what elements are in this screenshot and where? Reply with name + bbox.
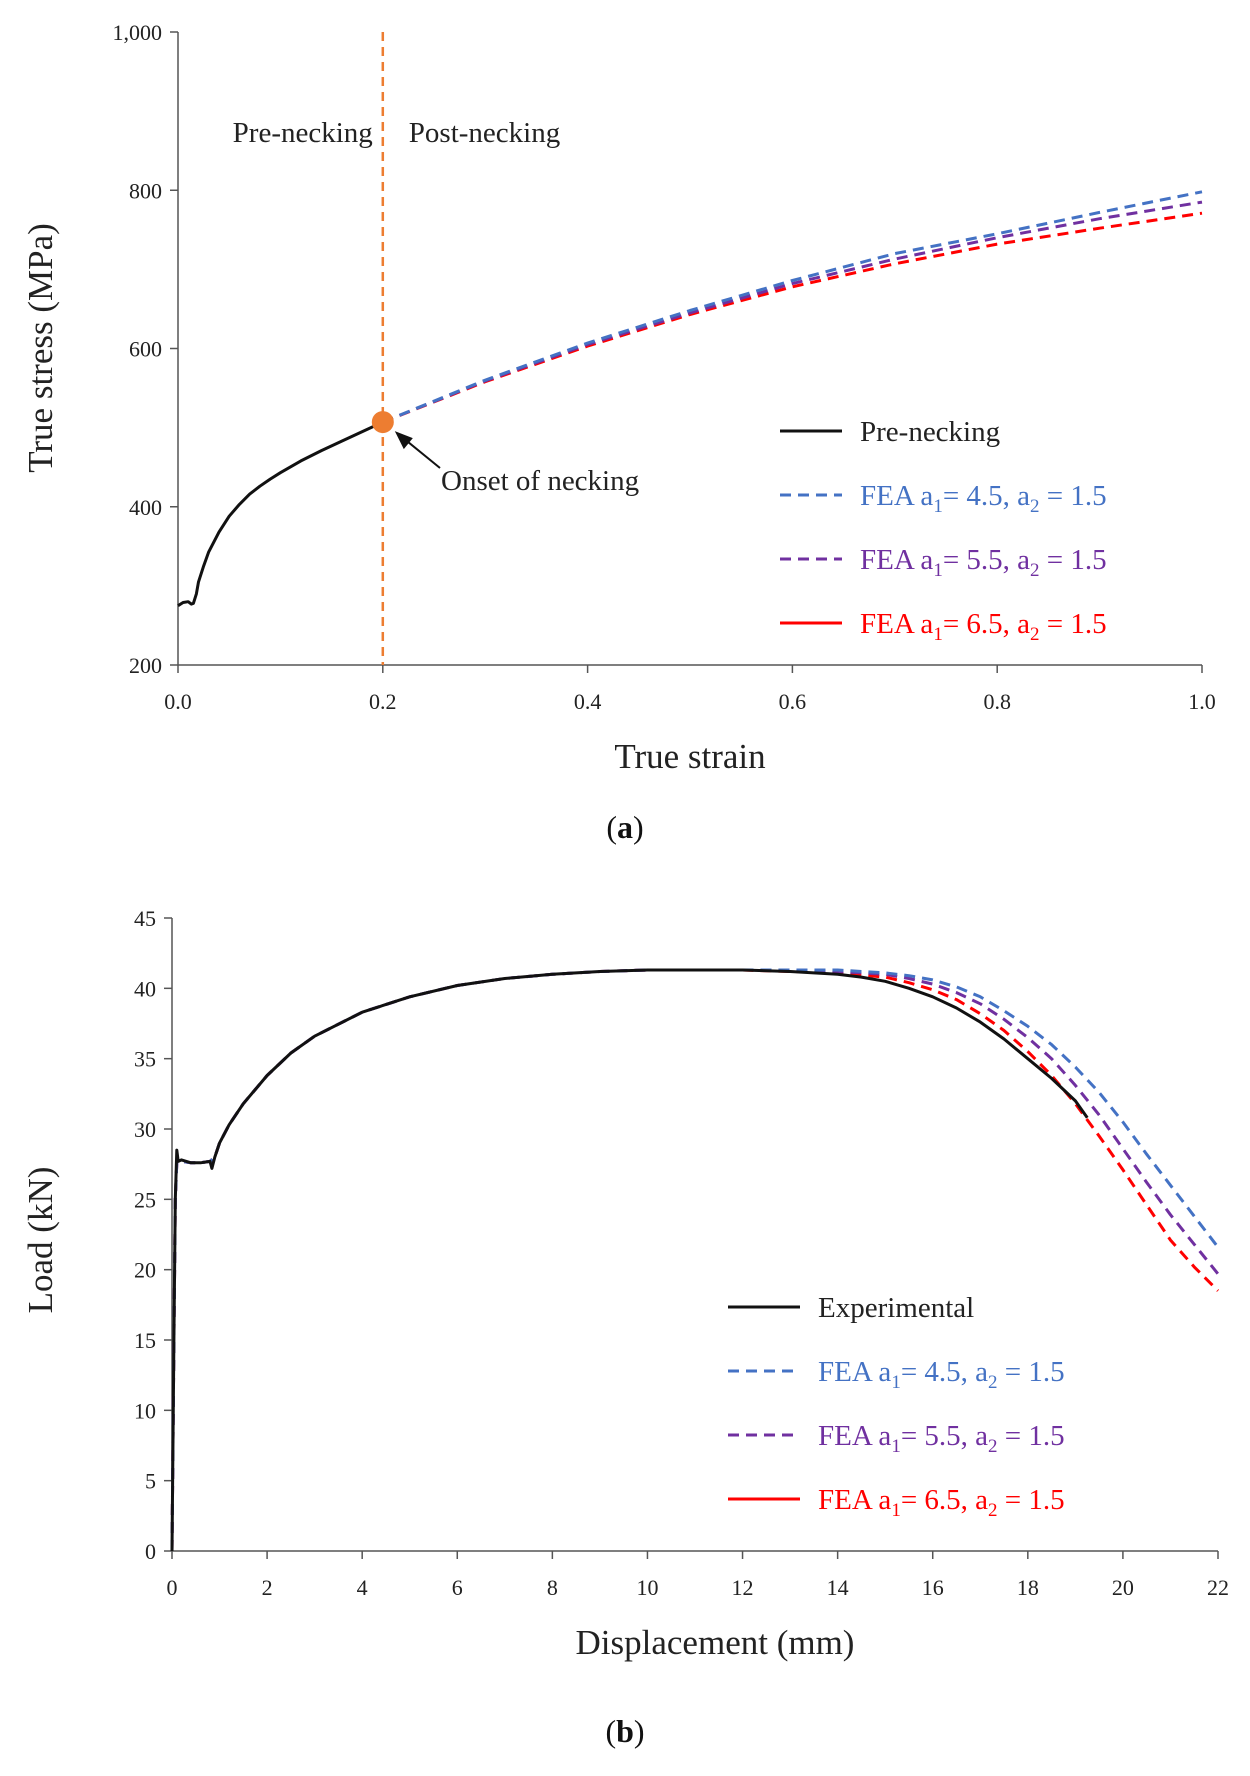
series-line bbox=[170, 968, 1220, 1552]
x-tick-label: 4 bbox=[357, 1575, 368, 1600]
series-line bbox=[382, 190, 1203, 424]
series-line bbox=[382, 211, 1203, 424]
x-tick-label: 18 bbox=[1017, 1575, 1039, 1600]
y-tick-label: 10 bbox=[134, 1398, 156, 1423]
y-tick-label: 40 bbox=[134, 976, 156, 1001]
x-tick-label: 0.0 bbox=[164, 689, 192, 714]
x-tick-label: 1.0 bbox=[1188, 689, 1216, 714]
x-tick-label: 8 bbox=[547, 1575, 558, 1600]
x-tick-label: 0.4 bbox=[574, 689, 602, 714]
x-tick-label: 0.6 bbox=[779, 689, 807, 714]
series-line bbox=[177, 420, 384, 607]
y-tick-label: 600 bbox=[129, 337, 162, 362]
x-tick-label: 0.2 bbox=[369, 689, 397, 714]
y-tick-label: 1,000 bbox=[113, 20, 163, 45]
x-axis-label: True strain bbox=[614, 737, 765, 776]
chart-a: 200 400 600 800 1,000 0.0 0.2 0.4 0.6 0.8 1.0 True … bbox=[21, 20, 1216, 845]
legend-label: Pre-necking bbox=[860, 416, 1000, 448]
annotation-arrow-head bbox=[394, 431, 413, 450]
y-tick-label: 400 bbox=[129, 495, 162, 520]
x-tick-label: 16 bbox=[922, 1575, 944, 1600]
series-line bbox=[170, 968, 1220, 1552]
x-tick-label: 0 bbox=[167, 1575, 178, 1600]
x-tick-label: 12 bbox=[732, 1575, 754, 1600]
y-tick-label: 5 bbox=[145, 1469, 156, 1494]
region-label-pre-necking: Pre-necking bbox=[233, 117, 373, 149]
chart-b: 0 5 10 15 20 25 30 35 40 45 0 2 4 6 8 10 12 14 16 18 20 22 Loa… bbox=[21, 906, 1229, 1749]
y-tick-label: 45 bbox=[134, 906, 156, 931]
x-axis-label: Displacement (mm) bbox=[576, 1623, 855, 1662]
y-axis-label: Load (kN) bbox=[21, 1167, 60, 1314]
legend-label: FEA a1= 5.5, a2 = 1.5 bbox=[860, 544, 1107, 581]
y-tick-label: 15 bbox=[134, 1328, 156, 1353]
figure-caption: (b) bbox=[605, 1713, 644, 1749]
y-tick-label: 20 bbox=[134, 1258, 156, 1283]
series-line bbox=[170, 968, 1089, 1552]
legend-label: FEA a1= 6.5, a2 = 1.5 bbox=[860, 608, 1107, 645]
legend-label: FEA a1= 4.5, a2 = 1.5 bbox=[818, 1356, 1065, 1393]
region-label-post-necking: Post-necking bbox=[409, 117, 560, 149]
annotation-onset-of-necking: Onset of necking bbox=[441, 465, 639, 497]
figure-caption: (a) bbox=[606, 809, 643, 845]
onset-of-necking-marker bbox=[371, 411, 394, 434]
x-tick-label: 6 bbox=[452, 1575, 463, 1600]
x-tick-label: 14 bbox=[827, 1575, 849, 1600]
x-tick-label: 22 bbox=[1207, 1575, 1229, 1600]
y-tick-label: 800 bbox=[129, 178, 162, 203]
x-tick-label: 0.8 bbox=[983, 689, 1011, 714]
y-tick-label: 25 bbox=[134, 1187, 156, 1212]
legend-label: FEA a1= 6.5, a2 = 1.5 bbox=[818, 1484, 1065, 1521]
y-axis-label: True stress (MPa) bbox=[21, 223, 60, 473]
x-tick-label: 20 bbox=[1112, 1575, 1134, 1600]
x-tick-label: 2 bbox=[262, 1575, 273, 1600]
legend-label: FEA a1= 5.5, a2 = 1.5 bbox=[818, 1420, 1065, 1457]
y-tick-label: 35 bbox=[134, 1047, 156, 1072]
y-tick-label: 0 bbox=[145, 1539, 156, 1564]
y-tick-label: 30 bbox=[134, 1117, 156, 1142]
series-line bbox=[170, 968, 1220, 1552]
series-line bbox=[382, 200, 1203, 424]
x-tick-label: 10 bbox=[636, 1575, 658, 1600]
legend-label: FEA a1= 4.5, a2 = 1.5 bbox=[860, 480, 1107, 517]
y-tick-label: 200 bbox=[129, 653, 162, 678]
legend-label: Experimental bbox=[818, 1292, 974, 1324]
